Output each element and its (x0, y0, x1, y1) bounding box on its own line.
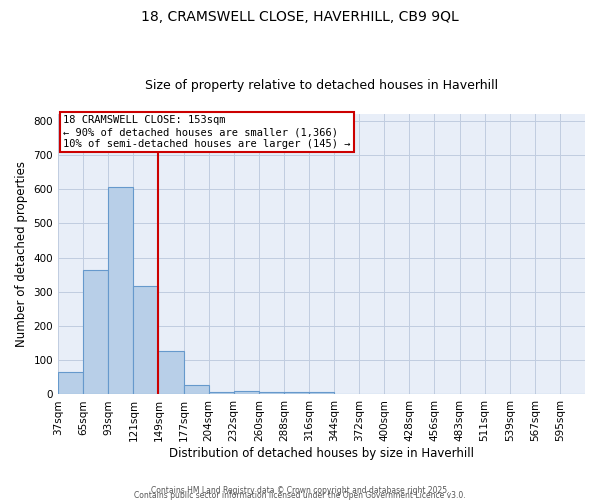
X-axis label: Distribution of detached houses by size in Haverhill: Distribution of detached houses by size … (169, 447, 474, 460)
Text: Contains public sector information licensed under the Open Government Licence v3: Contains public sector information licen… (134, 491, 466, 500)
Y-axis label: Number of detached properties: Number of detached properties (15, 161, 28, 347)
Bar (233, 391, 259, 394)
Bar (184, 385, 209, 394)
Bar (158, 350, 184, 395)
Text: 18, CRAMSWELL CLOSE, HAVERHILL, CB9 9QL: 18, CRAMSWELL CLOSE, HAVERHILL, CB9 9QL (141, 10, 459, 24)
Bar (108, 186, 133, 394)
Bar (209, 392, 233, 394)
Title: Size of property relative to detached houses in Haverhill: Size of property relative to detached ho… (145, 79, 498, 92)
Bar (309, 392, 334, 394)
Bar (58, 372, 83, 394)
Bar (284, 392, 309, 394)
Bar (83, 270, 108, 394)
Bar (259, 392, 284, 394)
Text: 18 CRAMSWELL CLOSE: 153sqm
← 90% of detached houses are smaller (1,366)
10% of s: 18 CRAMSWELL CLOSE: 153sqm ← 90% of deta… (64, 116, 351, 148)
Text: Contains HM Land Registry data © Crown copyright and database right 2025.: Contains HM Land Registry data © Crown c… (151, 486, 449, 495)
Bar (133, 286, 158, 395)
